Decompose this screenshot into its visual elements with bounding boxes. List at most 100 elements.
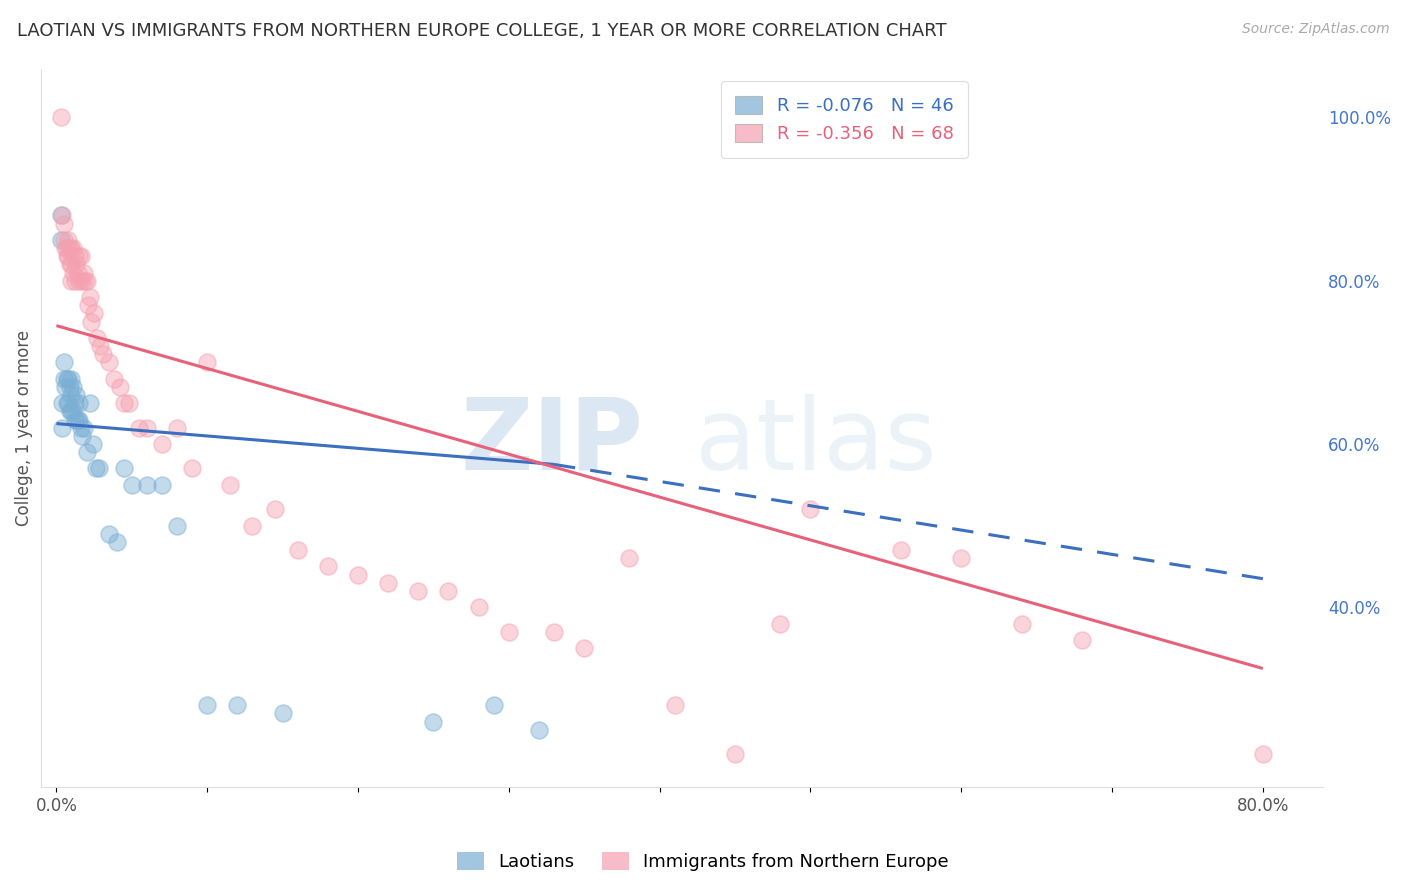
Point (56, 249, 79, 263)
Y-axis label: College, 1 year or more: College, 1 year or more (15, 330, 32, 525)
Point (67, 412, 90, 426)
Point (150, 437, 173, 451)
Point (195, 698, 218, 713)
Point (347, 567, 370, 582)
Point (181, 461, 204, 475)
Point (55, 241, 77, 255)
Point (76, 274, 98, 288)
Point (72, 266, 94, 280)
Point (87, 461, 110, 475)
Text: Source: ZipAtlas.com: Source: ZipAtlas.com (1241, 22, 1389, 37)
Point (52, 355, 75, 369)
Point (79, 290, 101, 304)
Point (59, 241, 82, 255)
Point (482, 698, 505, 713)
Point (121, 478, 143, 492)
Point (86, 331, 108, 345)
Point (271, 706, 294, 721)
Point (76, 445, 98, 459)
Point (69, 420, 91, 434)
Point (56, 241, 79, 255)
Point (264, 502, 287, 516)
Point (52, 217, 75, 231)
Point (60, 388, 83, 402)
Point (1011, 616, 1033, 631)
Point (218, 478, 240, 492)
Point (65, 257, 87, 271)
Point (135, 420, 157, 434)
Point (51, 420, 73, 434)
Point (70, 274, 93, 288)
Point (98, 526, 121, 541)
Point (49, 209, 72, 223)
Point (59, 404, 82, 418)
Point (67, 249, 90, 263)
Point (724, 747, 747, 762)
Point (65, 388, 87, 402)
Point (60, 372, 83, 386)
Point (437, 583, 460, 598)
Point (98, 355, 121, 369)
Point (226, 698, 249, 713)
Point (150, 478, 173, 492)
Point (664, 698, 686, 713)
Point (51, 209, 73, 223)
Point (79, 396, 101, 410)
Point (66, 266, 89, 280)
Point (77, 298, 100, 312)
Point (60, 404, 83, 418)
Text: LAOTIAN VS IMMIGRANTS FROM NORTHERN EUROPE COLLEGE, 1 YEAR OR MORE CORRELATION C: LAOTIAN VS IMMIGRANTS FROM NORTHERN EURO… (17, 22, 946, 40)
Point (89, 339, 111, 353)
Point (58, 249, 80, 263)
Point (58, 233, 80, 247)
Point (62, 266, 84, 280)
Point (799, 502, 821, 516)
Point (527, 723, 550, 737)
Legend: Laotians, Immigrants from Northern Europe: Laotians, Immigrants from Northern Europ… (450, 845, 956, 879)
Point (1070, 632, 1092, 647)
Point (70, 429, 93, 443)
Point (62, 380, 84, 394)
Point (83, 306, 105, 320)
Point (67, 274, 90, 288)
Point (66, 412, 89, 426)
Point (408, 583, 430, 598)
Point (112, 396, 135, 410)
Point (287, 543, 309, 558)
Point (63, 274, 86, 288)
Point (49, 233, 72, 247)
Point (574, 641, 596, 656)
Point (166, 518, 188, 533)
Point (195, 355, 218, 369)
Point (56, 372, 79, 386)
Point (128, 420, 150, 434)
Point (467, 600, 489, 615)
Text: ZIP: ZIP (461, 393, 644, 491)
Legend: R = -0.076   N = 46, R = -0.356   N = 68: R = -0.076 N = 46, R = -0.356 N = 68 (721, 81, 967, 158)
Point (59, 380, 82, 394)
Point (108, 380, 131, 394)
Point (242, 518, 264, 533)
Point (84, 461, 107, 475)
Point (422, 714, 444, 729)
Point (65, 412, 87, 426)
Text: atlas: atlas (695, 393, 936, 491)
Point (377, 575, 399, 590)
Point (118, 396, 141, 410)
Point (51, 396, 73, 410)
Point (60, 257, 83, 271)
Point (60, 274, 83, 288)
Point (60, 241, 83, 255)
Point (316, 559, 339, 574)
Point (63, 396, 86, 410)
Point (62, 241, 84, 255)
Point (543, 624, 565, 639)
Point (56, 396, 79, 410)
Point (80, 314, 103, 328)
Point (59, 257, 82, 271)
Point (52, 372, 75, 386)
Point (112, 461, 135, 475)
Point (769, 616, 792, 631)
Point (63, 249, 86, 263)
Point (166, 420, 188, 434)
